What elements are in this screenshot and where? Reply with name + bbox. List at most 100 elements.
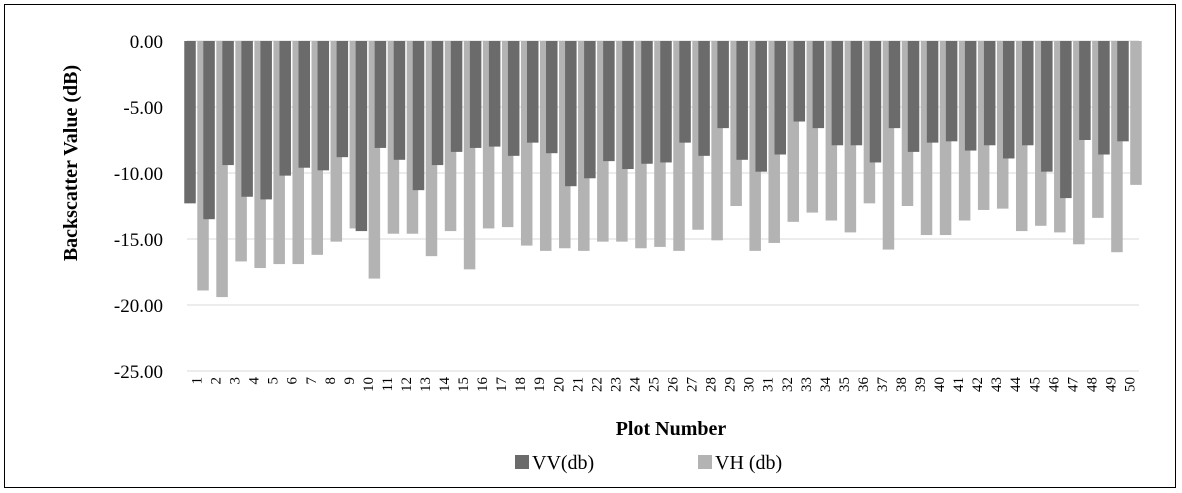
x-tick-label: 14	[437, 377, 453, 393]
bar-vh-16	[482, 41, 495, 229]
bar-vh-43	[996, 41, 1009, 209]
bar-vh-15	[463, 41, 476, 270]
x-tick-label: 34	[818, 377, 834, 393]
bar-vh-3	[235, 41, 247, 262]
y-axis-title: Backscatter Value (dB)	[60, 65, 82, 261]
x-tick-label: 50	[1122, 377, 1138, 392]
x-tick-label: 23	[608, 377, 624, 392]
x-tick-label: 38	[894, 377, 910, 392]
x-tick-label: 22	[589, 377, 605, 392]
x-tick-label: 18	[513, 377, 529, 392]
bar-vv-9	[336, 41, 349, 158]
legend-label-vh: VH (db)	[715, 452, 782, 474]
bar-vh-1	[197, 41, 209, 291]
bar-vh-13	[425, 41, 438, 257]
y-axis-ticks: 0.00 -5.00 -10.00 -15.00 -20.00 -25.00	[114, 32, 163, 383]
bar-vv-47	[1060, 41, 1072, 199]
x-axis-title: Plot Number	[616, 418, 727, 440]
bar-vh-20	[559, 41, 571, 249]
bar-vv-1	[184, 41, 196, 204]
bar-vh-23	[616, 41, 628, 242]
bar-vh-12	[406, 41, 419, 234]
x-tick-label: 9	[342, 377, 358, 385]
bar-vv-12	[393, 41, 406, 160]
bar-vv-37	[869, 41, 882, 163]
bar-vh-32	[787, 41, 800, 222]
x-tick-label: 10	[361, 377, 377, 392]
bar-vv-16	[469, 41, 482, 148]
bar-vv-35	[831, 41, 844, 146]
x-axis-ticks: 1 2 3 4 5 6 7 8 9 10 11 12 13 14 15 16 17 18 19 20 21 22 23 24 2…	[190, 377, 1139, 393]
x-tick-label: 12	[399, 377, 415, 392]
bar-vh-7	[311, 41, 324, 255]
bar-vh-4	[254, 41, 266, 269]
x-tick-label: 5	[266, 377, 282, 385]
legend-swatch-vv	[515, 455, 529, 469]
bar-vv-8	[317, 41, 330, 171]
x-tick-label: 47	[1065, 377, 1081, 393]
bar-vv-18	[507, 41, 520, 156]
bar-vh-25	[654, 41, 666, 247]
bar-vv-22	[584, 41, 596, 179]
bar-vh-11	[387, 41, 400, 234]
x-tick-label: 7	[304, 377, 320, 385]
y-tick-label: -5.00	[123, 98, 163, 119]
x-tick-label: 48	[1084, 377, 1100, 392]
bar-vv-39	[907, 41, 920, 152]
bar-vh-40	[939, 41, 952, 236]
x-tick-label: 46	[1046, 377, 1062, 393]
bar-vv-6	[279, 41, 291, 176]
bar-vv-46	[1041, 41, 1053, 172]
x-tick-label: 32	[780, 377, 796, 392]
bar-vv-27	[679, 41, 691, 143]
bar-vv-34	[812, 41, 825, 129]
bar-vv-3	[222, 41, 234, 166]
bar-vh-27	[692, 41, 704, 230]
bar-vh-50	[1130, 41, 1142, 185]
x-tick-label: 30	[742, 377, 758, 392]
x-tick-label: 37	[875, 377, 891, 393]
x-tick-label: 2	[209, 377, 225, 385]
bar-vv-2	[203, 41, 215, 220]
bar-vh-47	[1073, 41, 1085, 245]
x-tick-label: 35	[837, 377, 853, 392]
bar-vh-39	[920, 41, 933, 236]
bar-vh-19	[539, 41, 552, 251]
bar-vv-36	[850, 41, 863, 146]
x-tick-label: 24	[627, 377, 643, 393]
bar-vh-5	[273, 41, 285, 265]
bar-vv-11	[374, 41, 387, 148]
x-tick-label: 43	[989, 377, 1005, 392]
bar-vh-35	[844, 41, 857, 233]
bar-vh-46	[1054, 41, 1066, 233]
bar-vv-45	[1022, 41, 1034, 146]
bar-vh-44	[1015, 41, 1028, 232]
bar-vh-36	[863, 41, 876, 204]
bar-vh-17	[501, 41, 514, 228]
x-tick-label: 4	[247, 377, 263, 385]
x-tick-label: 13	[418, 377, 434, 392]
bar-vh-45	[1035, 41, 1047, 226]
bar-vv-31	[755, 41, 767, 172]
bar-vh-33	[806, 41, 819, 213]
bar-vv-48	[1079, 41, 1091, 140]
bar-vh-38	[901, 41, 914, 206]
bar-vh-22	[597, 41, 609, 242]
bar-vv-38	[888, 41, 901, 129]
x-tick-label: 44	[1008, 377, 1024, 393]
bar-vh-42	[977, 41, 990, 210]
x-tick-label: 27	[685, 377, 701, 393]
bar-vh-28	[711, 41, 723, 241]
bar-vv-50	[1117, 41, 1129, 142]
bar-vv-44	[1002, 41, 1015, 159]
x-tick-label: 36	[856, 377, 872, 393]
legend: VV(db) VH (db)	[515, 452, 782, 474]
bar-vv-5	[260, 41, 272, 200]
bar-vv-21	[565, 41, 577, 187]
x-tick-label: 17	[494, 377, 510, 393]
x-tick-label: 20	[551, 377, 567, 392]
bar-vh-41	[958, 41, 971, 221]
x-tick-label: 16	[475, 377, 491, 393]
